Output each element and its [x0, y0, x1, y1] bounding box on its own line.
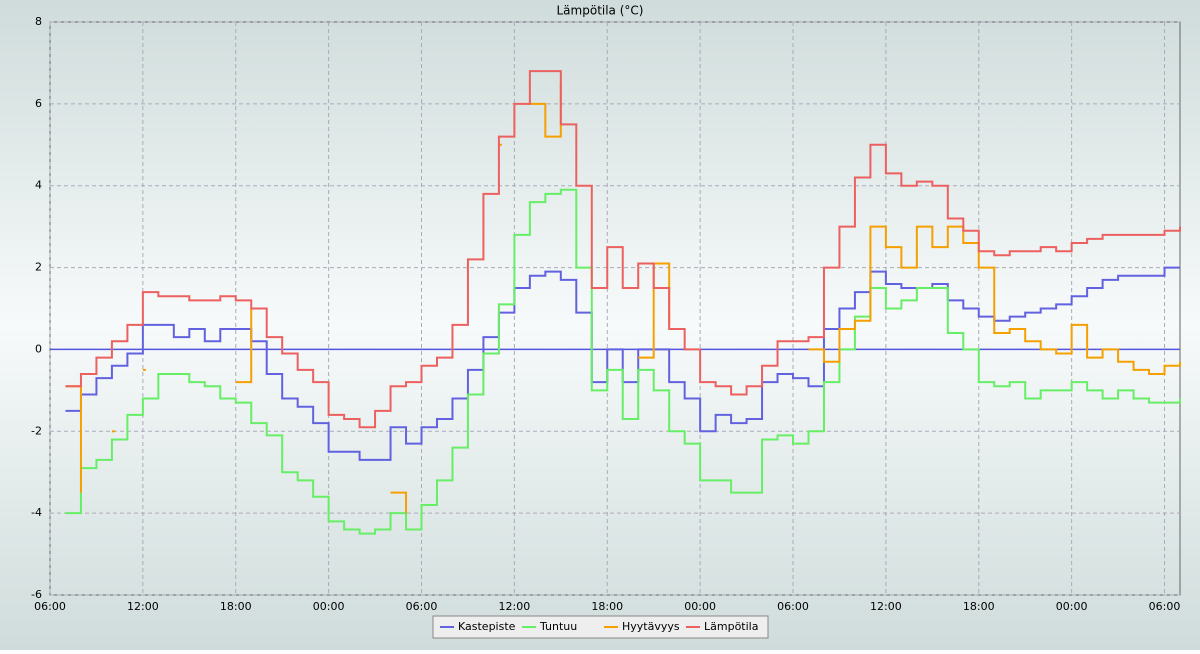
x-tick-label: 18:00: [220, 600, 252, 613]
x-tick-label: 18:00: [963, 600, 995, 613]
x-tick-label: 12:00: [870, 600, 902, 613]
legend-label: Lämpötila: [704, 620, 758, 633]
x-tick-label: 06:00: [34, 600, 66, 613]
x-tick-label: 06:00: [406, 600, 438, 613]
y-tick-label: -4: [31, 506, 42, 519]
y-tick-label: -6: [31, 588, 42, 601]
y-tick-label: 8: [35, 15, 42, 28]
x-tick-label: 06:00: [777, 600, 809, 613]
series-line: [808, 225, 1181, 375]
x-tick-label: 00:00: [684, 600, 716, 613]
series-line: [235, 308, 253, 384]
legend-label: Kastepiste: [458, 620, 516, 633]
series-line: [65, 266, 1180, 461]
y-tick-label: 2: [35, 261, 42, 274]
legend-label: Hyytävyys: [622, 620, 680, 633]
x-tick-label: 12:00: [499, 600, 531, 613]
y-tick-label: 0: [35, 342, 42, 355]
chart-title: Lämpötila (°C): [557, 4, 644, 18]
plot-frame: [49, 21, 1181, 596]
series-line: [390, 491, 408, 514]
series-line: [65, 188, 1181, 535]
legend-label: Tuntuu: [539, 620, 577, 633]
y-tick-label: -2: [31, 424, 42, 437]
x-tick-label: 00:00: [1056, 600, 1088, 613]
x-tick-label: 18:00: [591, 600, 623, 613]
x-tick-label: 12:00: [127, 600, 159, 613]
series-line: [65, 70, 1181, 429]
y-tick-label: 6: [35, 97, 42, 110]
legend: [432, 615, 769, 639]
y-tick-label: 4: [35, 179, 42, 192]
x-tick-label: 00:00: [313, 600, 345, 613]
x-tick-label: 06:00: [1149, 600, 1181, 613]
